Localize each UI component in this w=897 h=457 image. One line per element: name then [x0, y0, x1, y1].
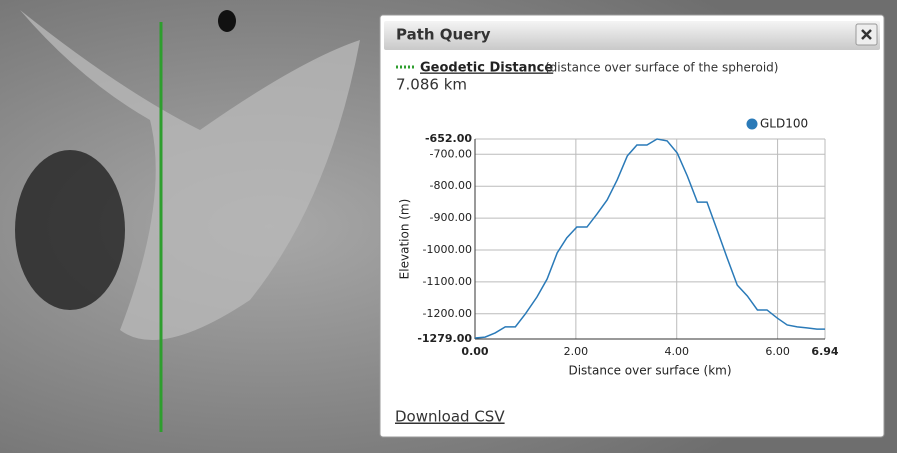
y-tick-label: -1000.00: [423, 243, 472, 256]
y-tick-label: -1100.00: [423, 275, 472, 288]
close-icon: [861, 29, 872, 40]
x-tick-label: 4.00: [664, 345, 689, 358]
ridge: [20, 10, 360, 340]
y-tick-label: -652.00: [425, 132, 472, 145]
x-axis-label: Distance over surface (km): [568, 364, 731, 378]
distance: 7.086 km: [396, 76, 467, 94]
crater: [218, 10, 236, 32]
x-tick-label: 0.00: [461, 345, 488, 358]
panel-header: [384, 21, 880, 50]
x-tick-label: 6.00: [765, 345, 790, 358]
crater-shadow: [15, 150, 125, 310]
x-tick-label: 2.00: [564, 345, 589, 358]
y-tick-label: -900.00: [430, 211, 472, 224]
y-tick-label: -1279.00: [417, 332, 472, 345]
panel-title: Path Query: [396, 26, 491, 44]
x-tick-label: 6.94: [811, 345, 838, 358]
y-tick-label: -1200.00: [423, 307, 472, 320]
panel: [379, 14, 885, 438]
y-tick-label: -700.00: [430, 147, 472, 160]
legend-marker: [746, 118, 758, 130]
y-tick-label: -800.00: [430, 179, 472, 192]
y-axis-label: Elevation (m): [398, 199, 412, 280]
measure-link[interactable]: Geodetic Distance: [420, 61, 553, 76]
download-link[interactable]: Download CSV: [395, 408, 505, 426]
measure-note: (distance over surface of the spheroid): [545, 61, 778, 75]
data-line: [474, 138, 825, 339]
legend-label: GLD100: [760, 117, 808, 131]
